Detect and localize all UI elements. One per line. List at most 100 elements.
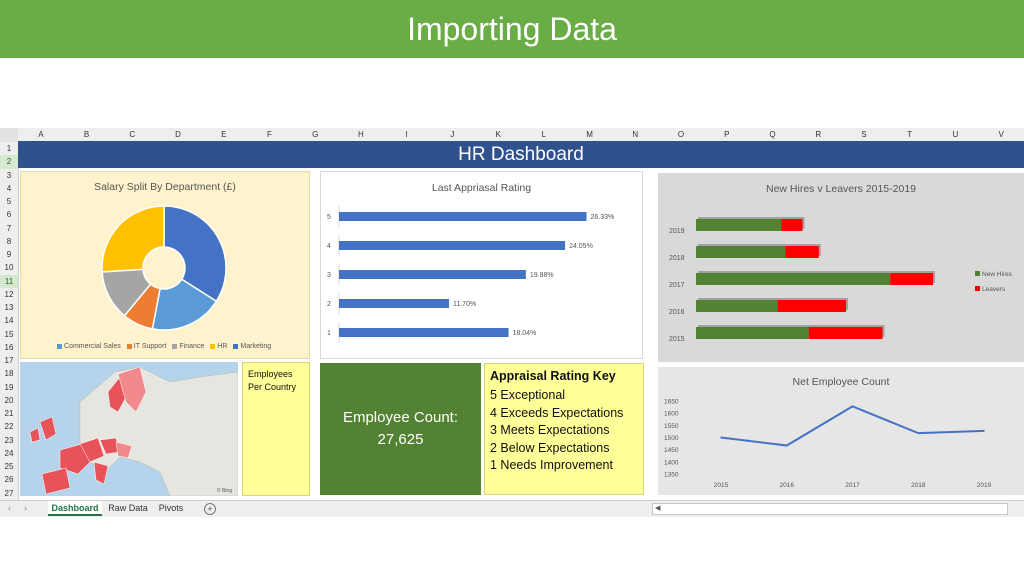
country-map-panel[interactable]: © Bing bbox=[20, 362, 238, 496]
row-header-bar: 1 2 3 4 5 6 7 8 9 10 11 12 13 14 15 16 17 18 19 20 21 22 23 24 2… bbox=[0, 142, 19, 500]
column-header-h[interactable]: H bbox=[358, 130, 364, 139]
column-header-i[interactable]: I bbox=[405, 130, 408, 139]
row-header-10[interactable]: 10 bbox=[4, 263, 14, 273]
column-header-q[interactable]: Q bbox=[769, 130, 776, 139]
row-header-17[interactable]: 17 bbox=[4, 356, 14, 366]
row-header-8[interactable]: 8 bbox=[6, 236, 12, 246]
x-tick-label: 2017 bbox=[845, 482, 860, 489]
row-header-16[interactable]: 16 bbox=[4, 342, 14, 352]
row-header-1[interactable]: 1 bbox=[6, 144, 12, 153]
salary-donut-chart bbox=[101, 205, 227, 331]
column-header-s[interactable]: S bbox=[861, 130, 867, 139]
hires-leavers-bar-chart: 2019 2018 2017 2016 2015 New Hires Leavers bbox=[669, 217, 1013, 343]
row-header-11[interactable]: 11 bbox=[0, 274, 18, 288]
row-header-22[interactable]: 22 bbox=[4, 422, 14, 432]
chevron-right-icon[interactable]: › bbox=[24, 503, 27, 513]
map-label: Employees Per Country bbox=[248, 369, 297, 392]
legend-item: IT Support bbox=[121, 343, 166, 350]
row-header-19[interactable]: 19 bbox=[4, 382, 14, 392]
y-tick-label: 4 bbox=[327, 243, 331, 250]
salary-chart-panel[interactable]: Salary Split By Department (£) Commercia… bbox=[20, 171, 310, 359]
map-label-panel: Employees Per Country bbox=[242, 362, 310, 496]
appraisal-key-item: 2 Below Expectations bbox=[490, 440, 610, 455]
appraisal-chart-panel[interactable]: Last Appriasal Rating 5 26.33% 4 24.05% 3 19.… bbox=[320, 171, 643, 359]
row-header-15[interactable]: 15 bbox=[4, 329, 14, 339]
hires-bar-2019 bbox=[696, 219, 782, 231]
row-header-5[interactable]: 5 bbox=[6, 197, 12, 207]
plus-circle-icon[interactable]: + bbox=[204, 503, 216, 515]
hires-bar-2017 bbox=[696, 273, 891, 285]
y-tick-label: 2018 bbox=[669, 255, 685, 262]
legend-item: HR bbox=[204, 343, 227, 350]
legend-item: Marketing bbox=[227, 343, 271, 350]
appraisal-key-item: 3 Meets Expectations bbox=[490, 423, 610, 437]
row-header-4[interactable]: 4 bbox=[6, 183, 12, 193]
row-header-24[interactable]: 24 bbox=[4, 448, 14, 458]
appraisal-key-list: 5 Exceptional 4 Exceeds Expectations 3 M… bbox=[490, 387, 623, 475]
row-header-26[interactable]: 26 bbox=[4, 475, 14, 485]
tab-dashboard[interactable]: Dashboard bbox=[48, 501, 102, 516]
data-label: 11.70% bbox=[453, 301, 476, 308]
y-tick-label: 2015 bbox=[669, 336, 685, 343]
column-header-b[interactable]: B bbox=[83, 130, 90, 139]
row-header-13[interactable]: 13 bbox=[4, 303, 14, 313]
employee-count-panel[interactable]: Employee Count: 27,625 bbox=[320, 363, 481, 495]
column-header-d[interactable]: D bbox=[175, 130, 181, 139]
row-header-20[interactable]: 20 bbox=[4, 395, 14, 405]
column-header-o[interactable]: O bbox=[677, 130, 685, 139]
appraisal-key-item: 4 Exceeds Expectations bbox=[490, 405, 624, 420]
column-header-e[interactable]: E bbox=[221, 130, 227, 139]
column-header-a[interactable]: A bbox=[38, 130, 44, 139]
row-header-7[interactable]: 7 bbox=[6, 223, 12, 233]
chevron-left-icon[interactable]: ‹ bbox=[8, 503, 11, 513]
tab-pivots[interactable]: Pivots bbox=[158, 503, 184, 513]
appraisal-bar-2 bbox=[339, 299, 449, 308]
column-header-n[interactable]: N bbox=[632, 130, 639, 139]
select-all-corner[interactable] bbox=[0, 128, 18, 142]
leavers-bar-2016 bbox=[777, 300, 846, 312]
column-header-j[interactable]: J bbox=[450, 130, 455, 139]
sheet-tabs-bar: ‹ › Dashboard Raw Data Pivots + ◀ bbox=[0, 500, 1024, 517]
row-header-6[interactable]: 6 bbox=[6, 210, 12, 220]
column-header-u[interactable]: U bbox=[952, 130, 959, 139]
row-header-25[interactable]: 25 bbox=[4, 462, 14, 472]
row-header-2[interactable]: 2 bbox=[0, 155, 18, 169]
donut-slice-hr bbox=[101, 205, 165, 273]
legend-swatch bbox=[975, 271, 980, 276]
row-header-23[interactable]: 23 bbox=[4, 435, 14, 445]
y-tick-label: 3 bbox=[327, 272, 331, 279]
column-header-g[interactable]: G bbox=[312, 130, 319, 139]
row-header-18[interactable]: 18 bbox=[4, 369, 14, 379]
row-header-27[interactable]: 27 bbox=[4, 488, 14, 498]
row-header-3[interactable]: 3 bbox=[6, 170, 12, 180]
row-header-9[interactable]: 9 bbox=[6, 250, 12, 260]
net-employee-chart-panel[interactable]: Net Employee Count 1650 1600 1550 1500 1450 1… bbox=[658, 367, 1024, 495]
data-point bbox=[983, 430, 985, 432]
legend-swatch bbox=[233, 343, 239, 349]
horizontal-scrollbar[interactable]: ◀ bbox=[652, 503, 1008, 515]
column-header-k[interactable]: K bbox=[495, 130, 501, 139]
hires-leavers-chart-panel[interactable]: New Hires v Leavers 2015-2019 2019 2018 20… bbox=[658, 173, 1024, 362]
column-header-p[interactable]: P bbox=[724, 130, 730, 139]
row-header-21[interactable]: 21 bbox=[4, 409, 14, 419]
column-header-r[interactable]: R bbox=[815, 130, 822, 139]
y-tick-label: 1600 bbox=[664, 411, 679, 418]
y-tick-label: 2019 bbox=[669, 228, 685, 235]
column-header-c[interactable]: C bbox=[129, 130, 136, 139]
appraisal-key-title: Appraisal Rating Key bbox=[490, 369, 616, 383]
x-tick-label: 2016 bbox=[780, 482, 795, 489]
hires-bar-2018 bbox=[696, 246, 786, 258]
column-header-v[interactable]: V bbox=[998, 130, 1004, 139]
row-header-14[interactable]: 14 bbox=[4, 316, 14, 326]
column-header-l[interactable]: L bbox=[541, 130, 547, 139]
row-header-12[interactable]: 12 bbox=[4, 289, 14, 299]
y-tick-label: 1 bbox=[327, 330, 331, 337]
scroll-left-icon[interactable]: ◀ bbox=[655, 505, 661, 512]
legend-item: Commercial Sales bbox=[51, 343, 121, 350]
x-tick-label: 2018 bbox=[911, 482, 926, 489]
column-header-f[interactable]: F bbox=[267, 130, 272, 139]
x-tick-label: 2019 bbox=[977, 482, 992, 489]
column-header-t[interactable]: T bbox=[907, 130, 913, 139]
column-header-m[interactable]: M bbox=[586, 130, 593, 139]
tab-raw-data[interactable]: Raw Data bbox=[108, 503, 148, 513]
